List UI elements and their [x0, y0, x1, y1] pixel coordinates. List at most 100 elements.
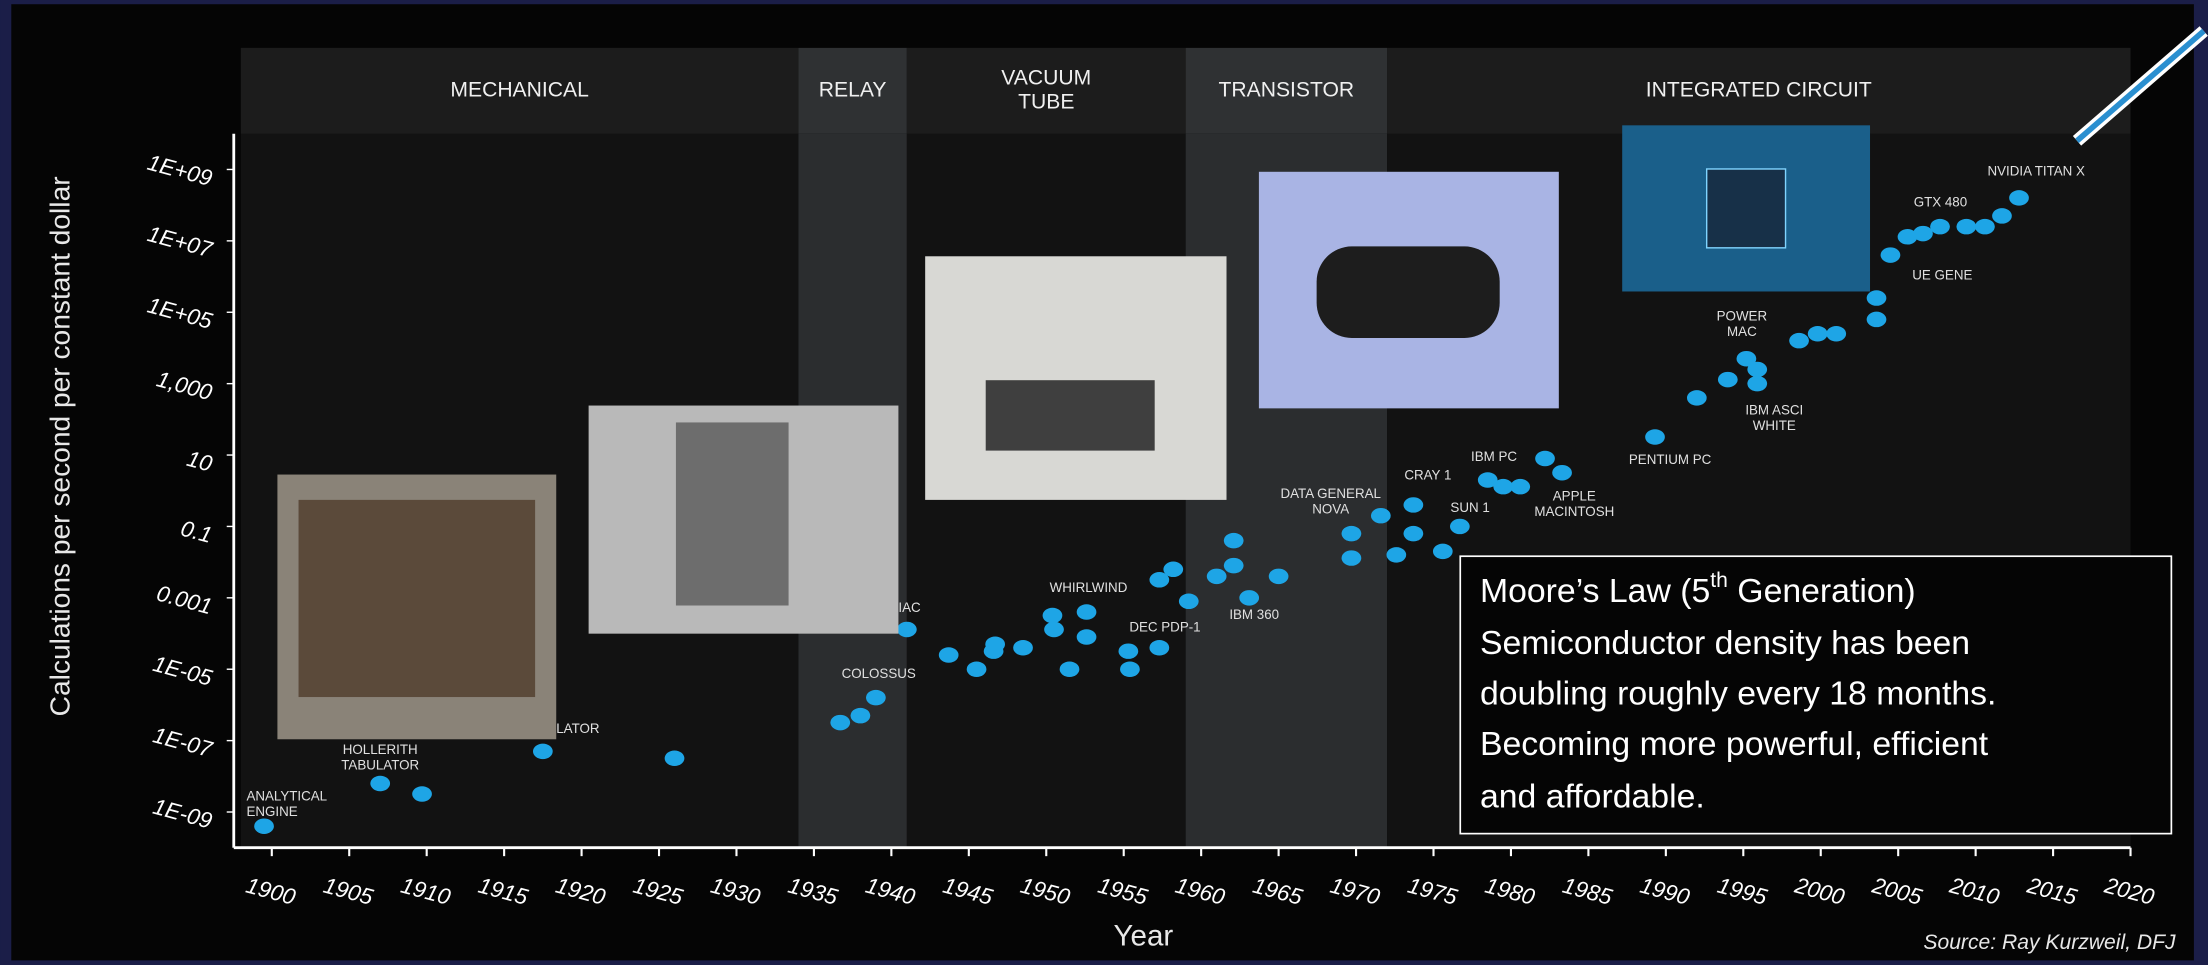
data-point: [1975, 218, 1995, 235]
data-point: [1807, 326, 1828, 342]
data-point: [850, 707, 871, 724]
data-point: [1403, 497, 1424, 513]
data-point: [866, 689, 886, 706]
data-point: [938, 647, 959, 663]
annotation: NOVA: [1312, 501, 1349, 516]
callout-line: Becoming more powerful, efficient: [1480, 725, 1989, 763]
callout-title-text: Generation): [1728, 572, 1916, 610]
annotation: DEC PDP-1: [1129, 620, 1200, 635]
annotation: UE GENE: [1912, 268, 1972, 283]
data-point: [1076, 604, 1097, 620]
data-point: [1913, 225, 1933, 242]
annotation: MAC: [1727, 324, 1757, 339]
data-point: [532, 743, 553, 760]
data-point: [1645, 429, 1665, 445]
data-point: [1897, 229, 1918, 245]
data-point: [1992, 208, 2012, 224]
annotation: TABULATOR: [341, 758, 419, 773]
photo-detail: [298, 499, 536, 698]
annotation: ANALYTICAL: [246, 789, 327, 804]
data-point: [1239, 590, 1260, 606]
era-label: RELAY: [819, 78, 887, 101]
data-point: [1866, 311, 1887, 328]
data-point: [1535, 450, 1555, 467]
data-point: [1717, 371, 1738, 388]
decor-line-inner: [2075, 28, 2206, 143]
photo-detail: [675, 422, 789, 606]
callout-box: [1459, 555, 2173, 835]
callout-title: Moore’s Law (5th Generation): [1480, 569, 1916, 610]
era-header: [1185, 47, 1388, 134]
data-point: [1076, 629, 1097, 645]
data-point: [1149, 572, 1170, 588]
data-point: [1510, 478, 1531, 495]
data-point: [1736, 350, 1757, 367]
data-point: [1013, 639, 1033, 656]
annotation: MACINTOSH: [1534, 504, 1614, 519]
data-point: [2009, 190, 2029, 206]
data-point: [664, 750, 685, 767]
source: Source: Ray Kurzweil, DFJ: [1923, 931, 2176, 954]
annotation: IAC: [898, 600, 921, 615]
data-point: [1223, 532, 1244, 549]
data-point: [1789, 332, 1809, 349]
data-point: [1477, 472, 1498, 488]
annotation: DATA GENERAL: [1280, 486, 1380, 501]
data-point: [1120, 661, 1140, 677]
data-point: [1149, 639, 1170, 656]
data-point: [1206, 568, 1227, 585]
era-label: TRANSISTOR: [1219, 78, 1355, 101]
data-point: [985, 636, 1006, 653]
data-point: [1930, 218, 1950, 235]
data-point: [1341, 550, 1362, 566]
data-point: [1370, 507, 1391, 524]
data-point: [1403, 525, 1424, 542]
data-point: [1432, 543, 1453, 560]
era-label: VACUUM: [1001, 66, 1091, 89]
data-point: [966, 661, 987, 677]
data-point: [897, 621, 917, 638]
annotation: ENGINE: [246, 804, 297, 819]
data-point: [1341, 525, 1362, 542]
data-point: [1268, 568, 1289, 585]
annotation: SUN 1: [1450, 500, 1489, 515]
data-point: [1747, 375, 1768, 392]
data-point: [1118, 643, 1139, 659]
data-point: [830, 714, 851, 731]
era-header: [906, 47, 1186, 134]
data-point: [1178, 593, 1199, 610]
data-point: [1449, 518, 1470, 535]
photo-detail: [1705, 168, 1787, 249]
callout-line: Semiconductor density has been: [1480, 624, 1970, 662]
data-point: [1866, 290, 1887, 306]
annotation: COLOSSUS: [842, 666, 916, 681]
era-label: INTEGRATED CIRCUIT: [1646, 78, 1872, 101]
data-point: [370, 775, 391, 792]
annotation: IBM ASCI: [1745, 403, 1803, 418]
data-point: [1223, 557, 1244, 574]
data-point: [1956, 218, 1977, 235]
annotation: APPLE: [1553, 489, 1596, 504]
annotation: WHITE: [1753, 418, 1796, 433]
annotation: PENTIUM PC: [1629, 452, 1712, 467]
callout-line: and affordable.: [1480, 777, 1705, 815]
data-point: [1163, 561, 1184, 578]
data-point: [1059, 661, 1080, 677]
callout-line: doubling roughly every 18 months.: [1480, 675, 1996, 713]
annotation: IBM 360: [1229, 607, 1279, 622]
era-header: [798, 47, 907, 134]
callout-title-sup: th: [1710, 569, 1728, 592]
annotation: IBM PC: [1471, 449, 1517, 464]
annotation: POWER: [1717, 308, 1768, 323]
annotation: GTX 480: [1914, 194, 1967, 209]
x-axis-label: Year: [1114, 920, 1174, 953]
data-point: [1042, 607, 1063, 624]
data-point: [1747, 361, 1768, 378]
era-header: [240, 47, 799, 134]
annotation: NVIDIA TITAN X: [1987, 163, 2085, 178]
photo-detail: [985, 380, 1155, 451]
era-label: TUBE: [1018, 90, 1074, 113]
era-header: [1387, 47, 2131, 134]
